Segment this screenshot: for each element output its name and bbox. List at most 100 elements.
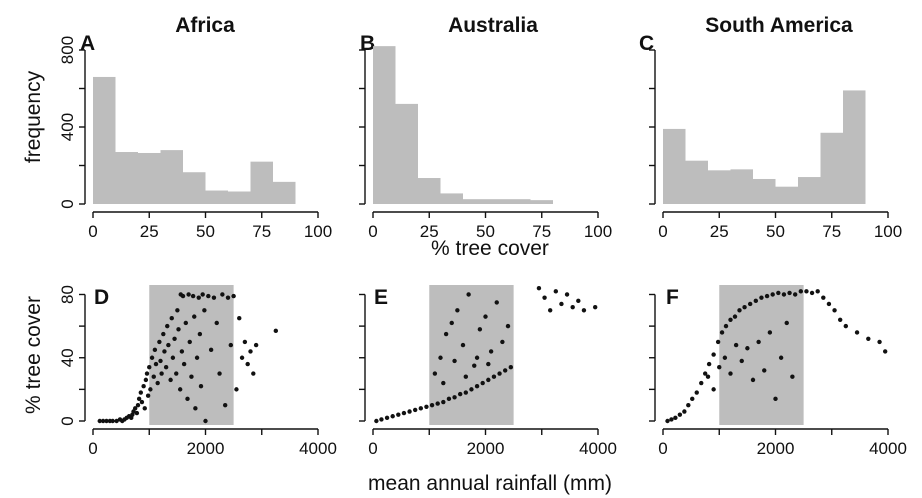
x-tick-label: 2000 [187,439,225,458]
x-tick-label: 50 [766,222,785,241]
scatter-point [673,415,678,421]
scatter-point [821,295,826,300]
histogram-bar [373,46,396,205]
scatter-point [185,396,190,402]
panel-d: 0 40 80 0 2000 4000 D [58,285,337,458]
scatter-point [449,320,454,326]
scatter-point [790,374,795,379]
x-tick-label: 25 [710,222,729,241]
scatter-point [502,368,508,373]
scatter-point [463,390,469,395]
panel-c: South America C 0 25 50 75 100 [639,14,902,241]
panel-b-plot: 0 25 50 75 100 [359,46,612,241]
scatter-point [114,418,119,424]
scatter-point [149,355,155,360]
histogram-bar [663,128,686,204]
y-tick-label: 0 [58,199,77,208]
scatter-point [110,418,115,424]
panel-c-letter: C [639,32,654,55]
scatter-point [494,300,499,305]
scatter-point [159,371,164,376]
x-tick-label: 4000 [869,439,907,458]
scatter-point [196,295,201,300]
scatter-point [138,390,144,395]
x-tick-label: 4000 [299,439,337,458]
scatter-point [151,374,156,379]
scatter-point [208,347,214,353]
histogram-bar [205,190,228,204]
x-tick-label: 0 [658,439,667,458]
histogram-bar [508,199,531,204]
histogram-bar [440,193,463,204]
histogram-bar [708,170,731,204]
scatter-point [505,323,511,329]
scatter-point [446,396,452,402]
scatter-point [815,289,820,294]
panel-d-plot: 0 40 80 0 2000 4000 [58,285,337,458]
scatter-point [705,374,711,379]
scatter-point [854,330,860,335]
scatter-point [163,365,169,370]
histogram-bar [463,199,486,204]
x-tick-label: 50 [476,222,495,241]
scatter-point [778,355,784,360]
histogram-bar [160,150,183,204]
scatter-point [231,293,236,299]
x-tick-label: 25 [420,222,439,241]
scatter-point [570,304,575,310]
scatter-point [787,290,792,296]
scatter-point [144,371,150,376]
scatter-point [134,410,140,416]
y-axis-label-tree-cover: % tree cover [22,296,45,414]
scatter-point [581,308,587,313]
scatter-point [694,390,699,395]
scatter-point [158,358,163,364]
scatter-point [162,349,167,354]
scatter-point [483,314,488,319]
x-tick-label: 4000 [579,439,617,458]
scatter-point [669,417,674,422]
scatter-point [214,320,219,326]
scatter-point [559,301,564,307]
panel-d-letter: D [94,286,109,309]
scatter-point [866,336,871,341]
x-tick-label: 75 [252,222,271,241]
scatter-point [153,361,159,367]
scatter-point [474,355,480,360]
histogram-bar [730,169,753,204]
scatter-point [183,320,189,326]
y-tick-label: 0 [58,416,77,425]
scatter-point [190,293,196,299]
histogram-bar [183,172,206,204]
histogram-bar [485,199,508,204]
scatter-point [200,292,205,297]
scatter-point [488,349,494,354]
scatter-point [396,412,401,417]
panel-b: Australia B 0 25 50 75 100 [359,14,612,241]
panel-e-letter: E [374,286,388,309]
y-tick-label: 800 [58,36,77,64]
x-tick-label: 75 [822,222,841,241]
scatter-point [384,415,390,421]
scatter-point [747,301,753,307]
scatter-point [733,342,739,348]
scatter-point [155,380,160,386]
panel-b-letter: B [360,32,375,55]
scatter-point [798,289,804,294]
scatter-point [443,331,449,337]
scatter-point [665,418,670,424]
x-tick-label: 100 [304,222,332,241]
scatter-point [742,304,747,310]
histogram-bar [250,161,273,204]
scatter-point [234,387,239,392]
scatter-point [142,406,147,411]
histogram-bar [843,90,866,204]
scatter-point [435,401,440,406]
x-tick-label: 100 [584,222,612,241]
scatter-point [193,406,198,411]
scatter-point [192,314,197,319]
scatter-point [784,320,789,326]
histogram-bar [418,178,441,204]
panel-b-title: Australia [448,14,538,37]
scatter-point [177,387,183,392]
